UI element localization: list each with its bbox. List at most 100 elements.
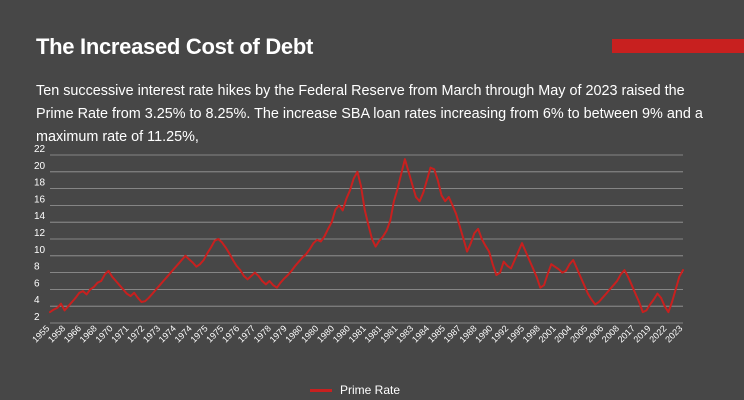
data-point (100, 280, 103, 282)
data-point (246, 278, 249, 281)
data-point (243, 275, 245, 277)
data-point (111, 275, 114, 278)
data-point (378, 239, 381, 242)
data-point (616, 280, 618, 282)
data-point (674, 288, 677, 291)
data-point (502, 260, 505, 263)
data-point (447, 196, 450, 198)
data-point (652, 298, 655, 301)
data-point (418, 200, 421, 203)
data-point (71, 301, 73, 303)
data-point (583, 284, 586, 287)
data-point (290, 270, 293, 272)
data-point (195, 265, 198, 268)
data-point (546, 273, 549, 276)
data-point (451, 204, 454, 207)
data-point (587, 292, 589, 295)
data-point (671, 301, 673, 303)
data-point (641, 311, 644, 313)
y-tick-label: 18 (34, 178, 46, 189)
data-point (568, 263, 571, 266)
data-point (210, 246, 212, 249)
data-point (477, 228, 479, 230)
data-point (367, 223, 370, 226)
data-point (173, 267, 176, 270)
data-point (396, 187, 399, 190)
data-point (455, 212, 457, 215)
data-point (118, 284, 121, 287)
data-point (579, 275, 582, 278)
data-point (199, 263, 201, 266)
data-point (74, 296, 77, 299)
data-point (184, 254, 187, 257)
data-point (78, 291, 81, 294)
legend-label-prime-rate: Prime Rate (340, 383, 401, 397)
data-point (144, 300, 147, 303)
data-point (49, 311, 51, 313)
data-point (458, 225, 461, 228)
data-point (590, 298, 593, 301)
data-point (619, 273, 622, 276)
data-point (649, 303, 651, 306)
data-point (268, 280, 271, 282)
y-tick-label: 6 (34, 278, 40, 289)
data-point (224, 246, 227, 249)
data-point (56, 307, 59, 309)
data-point (93, 286, 95, 288)
data-point (155, 288, 158, 291)
data-point (341, 209, 344, 212)
data-point (576, 267, 578, 270)
data-point (162, 280, 165, 282)
accent-bar (612, 39, 744, 53)
x-tick-label: 2023 (663, 323, 684, 344)
data-point (506, 265, 509, 267)
data-point (524, 250, 527, 253)
data-point (444, 200, 447, 203)
data-point (491, 263, 494, 266)
data-point (261, 280, 264, 282)
data-point (136, 296, 139, 299)
data-point (374, 245, 377, 248)
data-point (561, 271, 564, 274)
data-point (510, 267, 512, 270)
data-point (385, 229, 388, 232)
prime-rate-line-chart: 2468101214161820221955195819661968197019… (30, 144, 684, 345)
data-point (532, 267, 534, 270)
data-point (279, 281, 282, 284)
data-point (554, 265, 556, 268)
data-point (433, 168, 436, 171)
data-point (232, 259, 234, 261)
legend[interactable]: Prime Rate (310, 383, 400, 397)
data-point (63, 309, 66, 312)
data-point (499, 271, 501, 274)
y-tick-label: 22 (34, 144, 46, 155)
data-point (404, 158, 406, 161)
data-point (678, 275, 681, 278)
data-point (177, 263, 180, 266)
data-point (597, 301, 600, 303)
data-point (327, 228, 329, 230)
data-point (513, 259, 516, 261)
data-point (623, 269, 626, 271)
data-point (235, 265, 238, 267)
data-point (521, 242, 523, 245)
data-point (206, 252, 209, 255)
data-point (323, 235, 326, 238)
data-point (338, 204, 340, 207)
chart-description: Ten successive interest rate hikes by th… (36, 83, 703, 145)
data-point (462, 238, 465, 240)
data-point (276, 286, 278, 289)
data-point (67, 305, 70, 308)
data-point (429, 166, 432, 169)
data-point (382, 235, 384, 238)
data-point (221, 241, 223, 244)
data-point (257, 275, 260, 277)
data-point (371, 238, 373, 240)
data-point (543, 284, 545, 287)
y-tick-label: 16 (34, 194, 46, 205)
data-point (52, 308, 55, 311)
data-point (363, 208, 366, 211)
y-tick-label: 10 (34, 245, 46, 256)
data-point (422, 191, 425, 194)
y-tick-label: 2 (34, 312, 40, 323)
